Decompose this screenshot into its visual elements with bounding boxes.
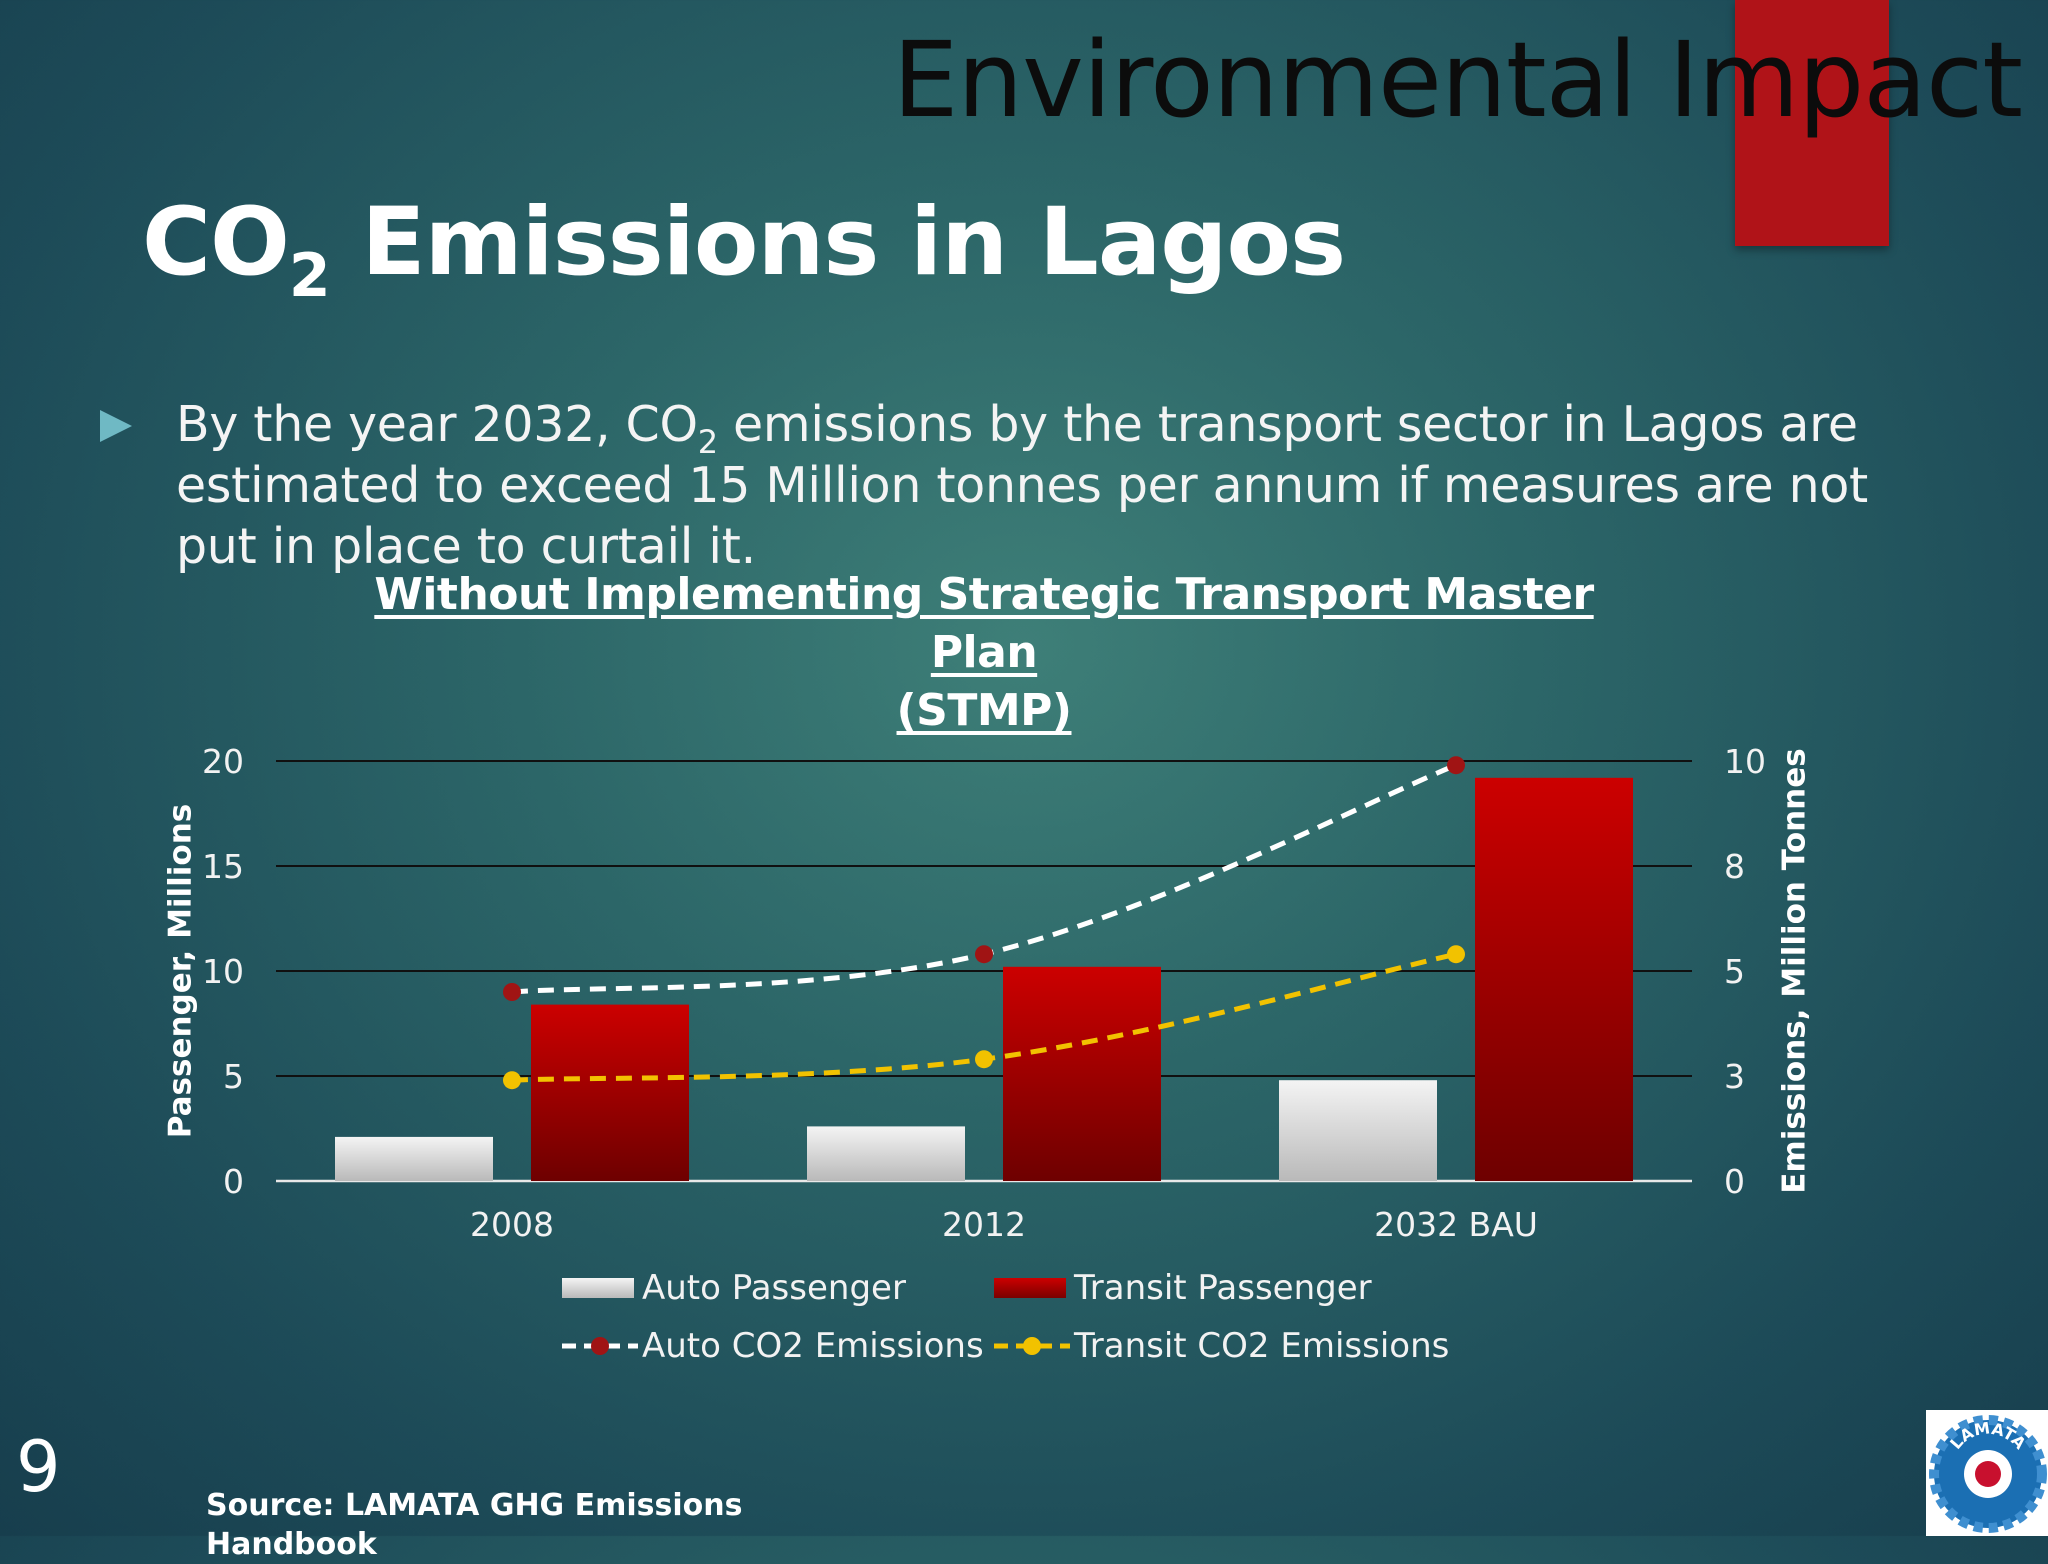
- legend-label-transit-co2: Transit CO2 Emissions: [1074, 1326, 1450, 1366]
- chart-title-line2: (STMP): [896, 685, 1072, 736]
- y-tick-label-right: 0: [1724, 1162, 1745, 1201]
- legend-swatch-transit-passenger: [994, 1278, 1066, 1298]
- chart-legend: Auto Passenger Transit Passenger Auto CO…: [560, 1268, 1460, 1378]
- marker-auto-co2-emissions: [1447, 756, 1465, 775]
- source-line1: Source: LAMATA GHG Emissions: [206, 1488, 743, 1523]
- y-tick-label-right: 10: [1724, 742, 1766, 781]
- bar-auto-passenger: [335, 1136, 493, 1181]
- source-line2: Handbook: [206, 1527, 377, 1562]
- accent-red-tab: [1735, 0, 1889, 246]
- bullet-text: By the year 2032, CO2 emissions by the t…: [176, 394, 1916, 577]
- bullet-text-prefix: By the year 2032, CO: [176, 396, 698, 453]
- marker-transit-co2-emissions: [1447, 945, 1465, 964]
- legend-item-transit-passenger: Transit Passenger: [994, 1268, 1372, 1308]
- bar-transit-passenger: [1475, 777, 1633, 1181]
- slide-title-subscript: 2: [288, 241, 331, 311]
- slide-title-prefix: CO: [142, 188, 290, 297]
- legend-label-auto-co2: Auto CO2 Emissions: [642, 1326, 984, 1366]
- y-axis-title-right: Emissions, Million Tonnes: [1776, 748, 1813, 1194]
- marker-transit-co2-emissions: [503, 1071, 521, 1090]
- x-tick-label: 2008: [470, 1205, 554, 1244]
- legend-item-transit-co2: Transit CO2 Emissions: [992, 1326, 1449, 1366]
- bar-transit-passenger: [1003, 966, 1161, 1181]
- legend-label-auto-passenger: Auto Passenger: [642, 1268, 906, 1308]
- legend-swatch-auto-co2: [562, 1337, 638, 1355]
- x-tick-label: 2012: [942, 1205, 1026, 1244]
- chart-title: Without Implementing Strategic Transport…: [340, 566, 1628, 740]
- y-tick-label-left: 5: [223, 1057, 244, 1096]
- y-tick-label-left: 10: [202, 952, 244, 991]
- legend-swatch-transit-co2: [994, 1337, 1070, 1355]
- source-note: Source: LAMATA GHG Emissions Handbook: [206, 1486, 742, 1564]
- legend-item-auto-co2: Auto CO2 Emissions: [560, 1326, 984, 1366]
- y-tick-label-right: 5: [1724, 952, 1745, 991]
- bar-auto-passenger: [1279, 1080, 1437, 1181]
- bar-auto-passenger: [807, 1126, 965, 1181]
- marker-auto-co2-emissions: [975, 945, 993, 964]
- x-tick-label: 2032 BAU: [1374, 1205, 1538, 1244]
- lamata-logo: LAMATA: [1926, 1410, 2048, 1536]
- combo-chart: 0 0 5 3 10 5 15 8 20 10 2008 2012 2032 BAU: [202, 742, 1766, 1244]
- y-tick-label-right: 3: [1724, 1057, 1745, 1096]
- legend-swatch-auto-passenger: [562, 1278, 634, 1298]
- y-tick-label-right: 8: [1724, 847, 1745, 886]
- y-axis-title-left: Passenger, Millions: [161, 803, 198, 1139]
- bullet-arrow-icon: [100, 410, 132, 442]
- marker-transit-co2-emissions: [975, 1050, 993, 1069]
- y-tick-label-left: 15: [202, 847, 244, 886]
- legend-label-transit-passenger: Transit Passenger: [1074, 1268, 1372, 1308]
- y-tick-label-left: 20: [202, 742, 244, 781]
- slide-title-suffix: Emissions in Lagos: [329, 188, 1346, 297]
- bullet-text-suffix: emissions by the transport sector in Lag…: [176, 396, 1868, 575]
- slide-title: CO2 Emissions in Lagos: [142, 196, 1346, 307]
- section-title: Environmental Impact: [892, 19, 2023, 141]
- y-tick-label-left: 0: [223, 1162, 244, 1201]
- legend-item-auto-passenger: Auto Passenger: [562, 1268, 906, 1308]
- chart-title-line1: Without Implementing Strategic Transport…: [374, 569, 1594, 678]
- bar-transit-passenger: [531, 1004, 689, 1181]
- marker-auto-co2-emissions: [503, 983, 521, 1001]
- slide-number: 9: [16, 1426, 61, 1508]
- bullet-subscript: 2: [697, 423, 718, 461]
